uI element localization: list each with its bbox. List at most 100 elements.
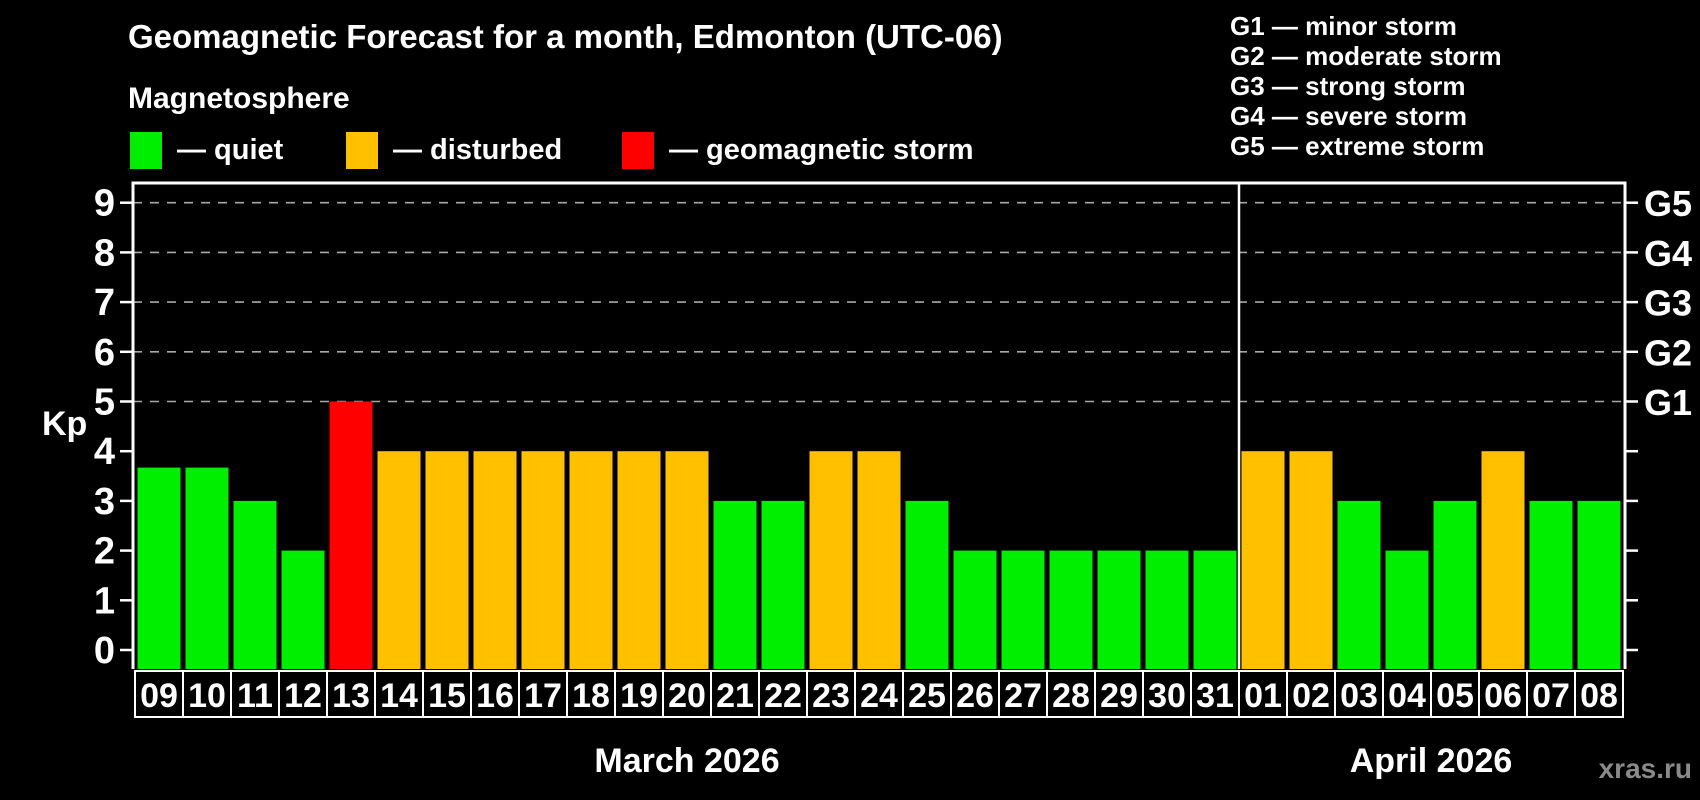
kp-bar-april-02	[1289, 451, 1333, 669]
kp-bar-march-31	[1193, 550, 1237, 669]
month-label-april: April 2026	[1350, 742, 1513, 780]
kp-bar-march-19	[617, 451, 661, 669]
chart-title: Geomagnetic Forecast for a month, Edmont…	[128, 18, 1003, 55]
day-label-march-31: 31	[1196, 677, 1234, 715]
day-label-march-15: 15	[428, 677, 466, 715]
y-tick-label-2: 2	[94, 531, 115, 573]
quiet-swatch-icon	[130, 132, 162, 169]
day-label-march-19: 19	[620, 677, 658, 715]
kp-bar-april-03	[1337, 500, 1381, 669]
day-cell-april-02	[1286, 670, 1336, 718]
kp-bar-march-15	[425, 451, 469, 669]
day-cell-march-11	[230, 670, 280, 718]
storm-swatch-icon	[622, 132, 654, 169]
disturbed-swatch-icon	[346, 132, 378, 169]
kp-bar-march-14	[377, 451, 421, 669]
day-label-march-25: 25	[908, 677, 946, 715]
kp-bar-march-27	[1001, 550, 1045, 669]
day-label-march-23: 23	[812, 677, 850, 715]
day-label-march-21: 21	[716, 677, 754, 715]
kp-bar-march-16	[473, 451, 517, 669]
day-label-april-03: 03	[1340, 677, 1378, 715]
kp-bar-april-01	[1241, 451, 1285, 669]
day-cell-march-27	[998, 670, 1048, 718]
kp-bar-april-08	[1577, 500, 1621, 669]
g-scale-label-G1: G1	[1644, 382, 1692, 423]
y-tick-label-3: 3	[94, 481, 115, 523]
legend-label-disturbed: — disturbed	[393, 134, 563, 166]
kp-bar-march-17	[521, 451, 565, 669]
kp-bar-april-05	[1433, 500, 1477, 669]
day-label-march-26: 26	[956, 677, 994, 715]
day-label-march-28: 28	[1052, 677, 1090, 715]
kp-bar-march-09	[137, 467, 181, 669]
kp-bar-april-04	[1385, 550, 1429, 669]
day-label-april-07: 07	[1532, 677, 1570, 715]
kp-bar-march-18	[569, 451, 613, 669]
day-cell-march-13	[326, 670, 376, 718]
day-cell-march-22	[758, 670, 808, 718]
day-cell-march-17	[518, 670, 568, 718]
kp-bar-march-25	[905, 500, 949, 669]
day-label-march-13: 13	[332, 677, 370, 715]
day-label-april-05: 05	[1436, 677, 1474, 715]
day-cell-march-16	[470, 670, 520, 718]
day-label-march-29: 29	[1100, 677, 1138, 715]
day-label-march-17: 17	[524, 677, 562, 715]
kp-bar-march-26	[953, 550, 997, 669]
y-tick-label-5: 5	[94, 382, 115, 424]
kp-bar-march-10	[185, 467, 229, 669]
day-label-march-11: 11	[237, 677, 273, 715]
legend-item-disturbed: — disturbed	[346, 132, 562, 169]
day-cell-march-10	[182, 670, 232, 718]
day-label-april-01: 01	[1244, 677, 1282, 715]
day-cell-april-05	[1430, 670, 1480, 718]
day-cell-march-23	[806, 670, 856, 718]
magnetosphere-label: Magnetosphere	[128, 82, 350, 115]
storm-scale-line-g2: G2 — moderate storm	[1230, 41, 1502, 71]
day-label-march-09: 09	[140, 677, 178, 715]
day-cell-april-08	[1574, 670, 1624, 718]
day-cell-march-30	[1142, 670, 1192, 718]
day-label-april-04: 04	[1388, 677, 1426, 715]
month-label-march: March 2026	[594, 742, 779, 780]
day-cell-march-09	[134, 670, 184, 718]
kp-bar-april-06	[1481, 451, 1525, 669]
day-cell-march-18	[566, 670, 616, 718]
kp-bar-march-22	[761, 500, 805, 669]
day-label-march-12: 12	[284, 677, 322, 715]
day-label-march-24: 24	[860, 677, 898, 715]
day-label-march-27: 27	[1004, 677, 1042, 715]
day-label-march-20: 20	[668, 677, 706, 715]
kp-bar-march-21	[713, 500, 757, 669]
legend-item-quiet: — quiet	[130, 132, 283, 169]
g-scale-label-G2: G2	[1644, 332, 1692, 373]
g-scale-label-G5: G5	[1644, 183, 1692, 224]
day-label-march-14: 14	[380, 677, 418, 715]
kp-bar-march-11	[233, 500, 277, 669]
y-tick-label-7: 7	[94, 282, 115, 324]
y-tick-label-0: 0	[94, 630, 115, 672]
kp-bar-march-28	[1049, 550, 1093, 669]
g-scale-label-G4: G4	[1644, 233, 1692, 274]
storm-scale-legend: G1 — minor storm G2 — moderate storm G3 …	[1230, 11, 1502, 161]
kp-bar-march-23	[809, 451, 853, 669]
y-tick-label-4: 4	[94, 431, 115, 473]
day-cell-april-03	[1334, 670, 1384, 718]
watermark: xras.ru	[1598, 753, 1692, 784]
day-cell-march-26	[950, 670, 1000, 718]
kp-bar-march-29	[1097, 550, 1141, 669]
y-tick-label-8: 8	[94, 232, 115, 274]
day-label-april-08: 08	[1580, 677, 1618, 715]
day-label-april-02: 02	[1292, 677, 1330, 715]
g-scale-label-G3: G3	[1644, 283, 1692, 324]
day-label-march-18: 18	[572, 677, 610, 715]
y-axis-title: Kp	[42, 405, 88, 443]
storm-scale-line-g1: G1 — minor storm	[1230, 11, 1457, 41]
storm-scale-line-g3: G3 — strong storm	[1230, 71, 1466, 101]
y-tick-label-1: 1	[94, 580, 115, 622]
kp-bar-april-07	[1529, 500, 1573, 669]
y-tick-label-6: 6	[94, 332, 115, 374]
kp-bar-march-24	[857, 451, 901, 669]
